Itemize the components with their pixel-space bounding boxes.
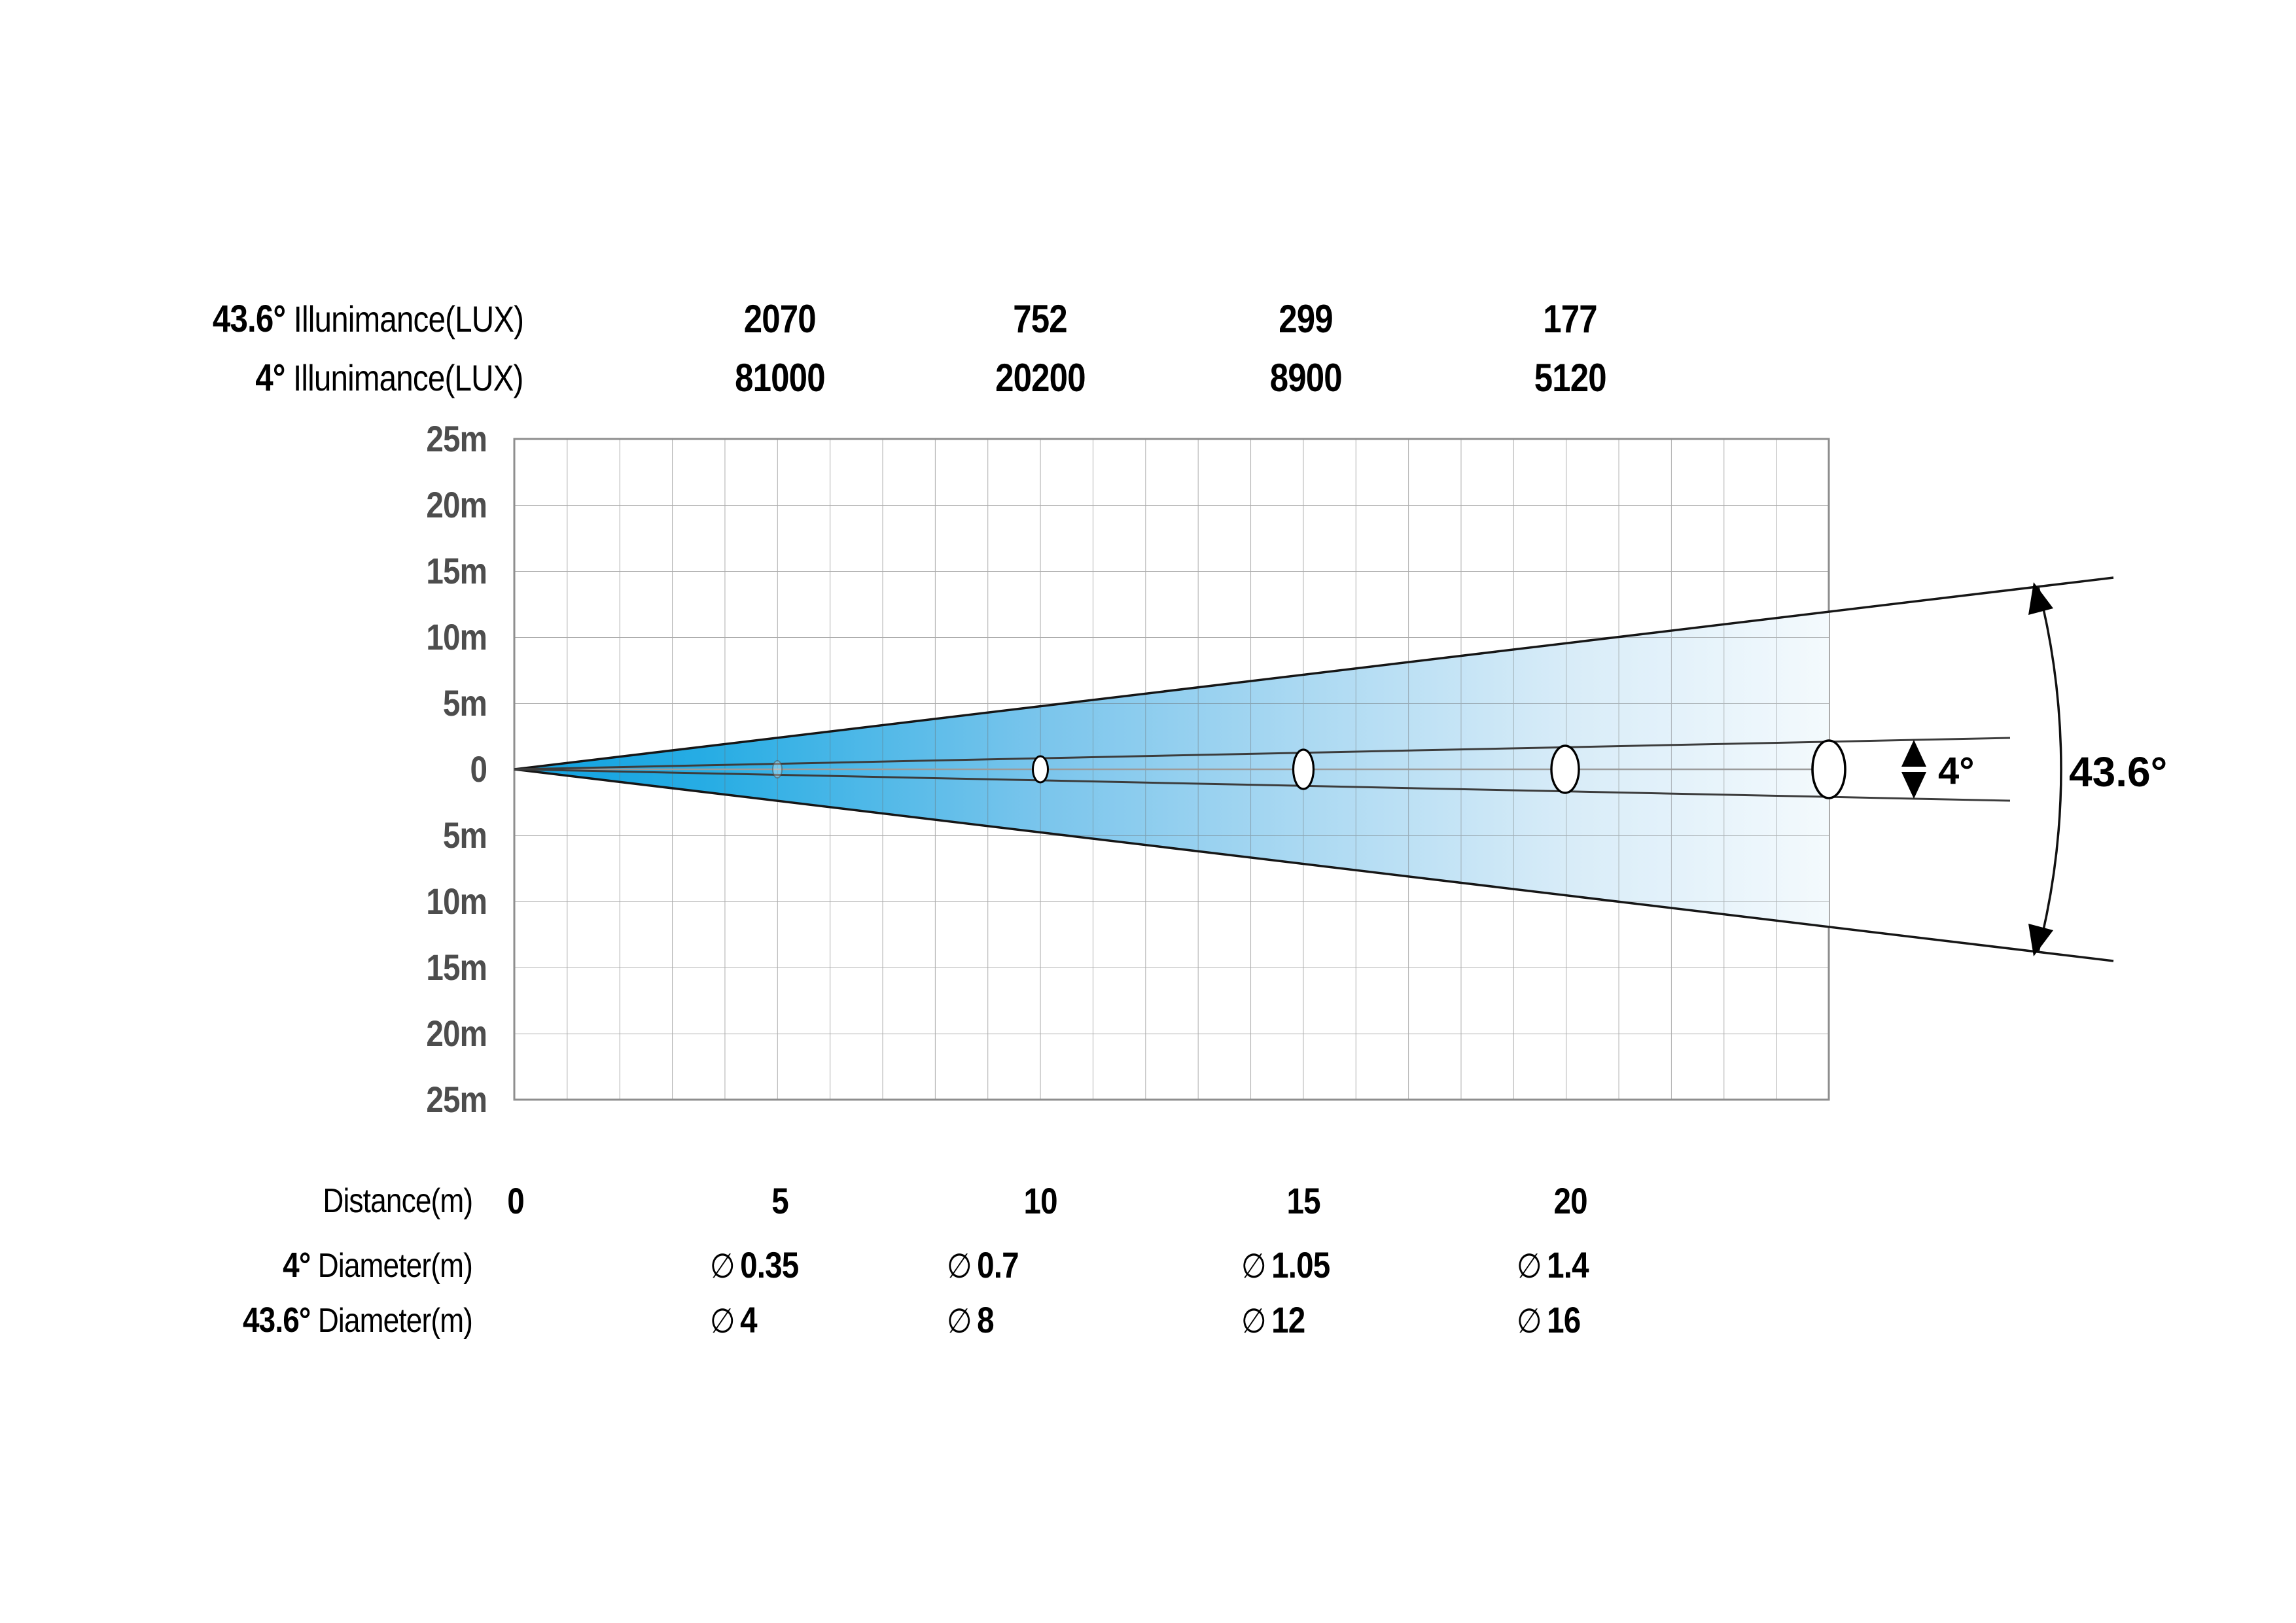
wide-diameter-row-label: 43.6° Diameter(m)	[0, 1297, 473, 1344]
arc-arrow-top-icon	[2028, 582, 2053, 615]
narrow-diameter-20m: ∅ 1.4	[1517, 1244, 1589, 1285]
spot-ellipse-10m	[1032, 755, 1049, 784]
narrow-angle-prefix: 4°	[255, 357, 286, 399]
illuminance-row-narrow-label: 4° Illunimance(LUX)	[0, 355, 524, 402]
y-label-15m-bottom: 15m	[426, 947, 487, 988]
y-label-25m-bottom: 25m	[426, 1079, 487, 1120]
narrow-diameter-row-label: 4° Diameter(m)	[0, 1242, 473, 1289]
illuminance-wide-value-10m: 752	[1013, 297, 1068, 341]
illuminance-wide-value-15m: 299	[1279, 297, 1333, 341]
arrow-down-icon	[1901, 772, 1926, 799]
spot-ellipse-20m	[1550, 744, 1580, 794]
diameter-label-text: Diameter(m)	[317, 1302, 473, 1340]
spot-ellipse-5m	[772, 760, 783, 778]
narrow-diameter-10m: ∅ 0.7	[947, 1244, 1019, 1285]
distance-value-5: 5	[771, 1180, 788, 1221]
wide-diameter-5m: ∅ 4	[710, 1299, 758, 1340]
wide-diameter-10m: ∅ 8	[947, 1299, 995, 1340]
arc-arrow-bottom-icon	[2028, 924, 2053, 956]
y-label-10m-top: 10m	[426, 616, 487, 657]
distance-value-15: 15	[1286, 1180, 1320, 1221]
illuminance-narrow-value-10m: 20200	[995, 356, 1086, 400]
wide-diameter-20m: ∅ 16	[1517, 1299, 1581, 1340]
illuminance-wide-value-5m: 2070	[743, 297, 817, 341]
illuminance-label-text: Illunimance(LUX)	[293, 357, 524, 398]
distance-value-20: 20	[1553, 1180, 1587, 1221]
diameter-symbol: ∅	[710, 1248, 735, 1285]
y-label-20m-top: 20m	[426, 484, 487, 525]
distance-value-0: 0	[507, 1180, 524, 1221]
wide-cone-lower-edge	[514, 768, 2114, 962]
spot-ellipse-15m	[1292, 748, 1315, 790]
y-label-5m-top: 5m	[442, 682, 487, 724]
narrow-angle-prefix: 4°	[283, 1246, 311, 1285]
distance-value-10: 10	[1023, 1180, 1057, 1221]
diameter-symbol: ∅	[947, 1302, 972, 1340]
illuminance-label-text: Illunimance(LUX)	[293, 298, 524, 340]
wide-angle-prefix: 43.6°	[242, 1300, 311, 1340]
diameter-symbol: ∅	[1241, 1302, 1267, 1340]
arrow-up-icon	[1901, 740, 1926, 767]
y-label-10m-bottom: 10m	[426, 881, 487, 922]
spot-ellipse-25m	[1811, 739, 1846, 799]
narrow-diameter-5m: ∅ 0.35	[710, 1244, 799, 1285]
illuminance-narrow-value-20m: 5120	[1534, 356, 1607, 400]
illuminance-narrow-value-15m: 8900	[1269, 356, 1343, 400]
narrow-angle-value-label: 4°	[1938, 750, 1974, 792]
illuminance-row-wide-label: 43.6° Illunimance(LUX)	[0, 296, 524, 343]
diameter-symbol: ∅	[1241, 1248, 1267, 1285]
diameter-label-text: Diameter(m)	[317, 1247, 473, 1285]
narrow-cone-lower-edge	[514, 768, 2011, 802]
y-label-20m-bottom: 20m	[426, 1013, 487, 1054]
diameter-symbol: ∅	[710, 1302, 735, 1340]
narrow-cone-upper-edge	[514, 737, 2011, 771]
illuminance-narrow-value-5m: 81000	[735, 356, 825, 400]
y-label-5m-bottom: 5m	[442, 814, 487, 856]
diameter-symbol: ∅	[1517, 1302, 1542, 1340]
wide-angle-arc	[2037, 586, 2062, 952]
illuminance-wide-value-20m: 177	[1543, 297, 1598, 341]
diameter-symbol: ∅	[1517, 1248, 1542, 1285]
distance-row-label: Distance(m)	[323, 1182, 473, 1220]
y-label-zero: 0	[470, 748, 487, 790]
y-label-25m-top: 25m	[426, 418, 487, 459]
narrow-diameter-15m: ∅ 1.05	[1241, 1244, 1330, 1285]
diameter-symbol: ∅	[947, 1248, 972, 1285]
wide-angle-prefix: 43.6°	[212, 298, 286, 340]
wide-angle-value-label: 43.6°	[2069, 748, 2167, 795]
y-label-15m-top: 15m	[426, 550, 487, 591]
wide-cone-upper-edge	[514, 576, 2114, 771]
wide-diameter-15m: ∅ 12	[1241, 1299, 1305, 1340]
